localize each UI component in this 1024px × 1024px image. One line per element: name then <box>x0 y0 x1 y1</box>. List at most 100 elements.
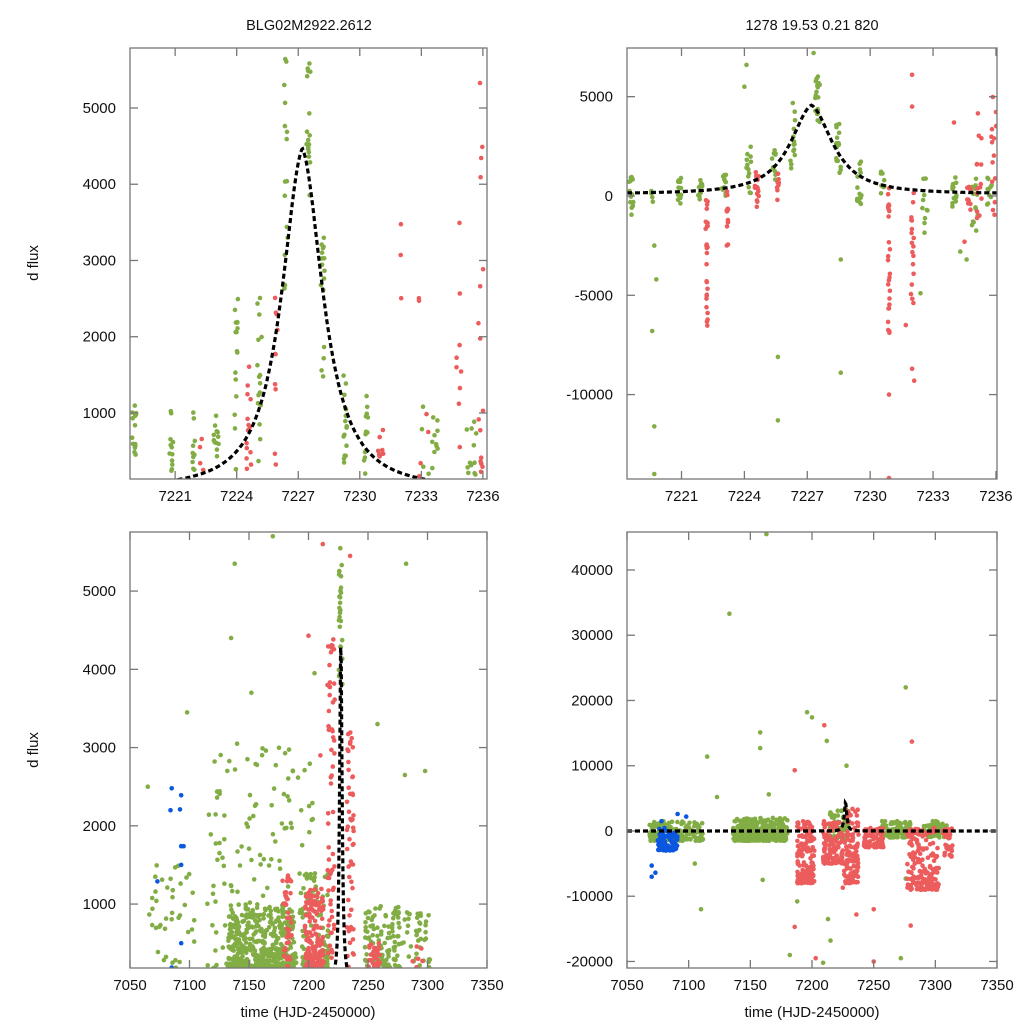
data-point <box>287 927 292 932</box>
data-point <box>704 292 710 298</box>
y-tick-label: 2000 <box>83 329 116 346</box>
data-point <box>885 253 891 259</box>
data-point <box>765 818 771 823</box>
data-point <box>969 222 975 228</box>
x-tick-label: 7200 <box>292 977 325 994</box>
data-point <box>375 721 380 727</box>
data-point <box>276 745 282 751</box>
data-point <box>331 681 337 686</box>
data-point <box>229 961 234 966</box>
data-point <box>699 820 705 826</box>
data-point <box>347 913 352 918</box>
data-point <box>276 950 282 956</box>
data-point <box>968 207 973 212</box>
data-point <box>247 941 253 947</box>
data-point <box>992 199 997 205</box>
data-point <box>243 950 249 956</box>
data-point <box>236 946 241 951</box>
data-point <box>239 844 244 849</box>
data-point <box>415 956 421 962</box>
data-point <box>698 907 704 912</box>
data-point <box>235 849 240 854</box>
data-point <box>212 440 217 445</box>
data-point <box>898 955 904 961</box>
data-point <box>373 906 378 911</box>
x-tick-label: 7227 <box>282 488 315 505</box>
data-point <box>319 916 325 921</box>
data-point <box>315 894 320 900</box>
data-point <box>770 815 776 821</box>
data-point <box>384 957 389 963</box>
data-point <box>233 377 238 382</box>
data-point <box>973 176 979 182</box>
data-point <box>373 945 378 951</box>
data-point <box>808 856 813 861</box>
data-point <box>842 840 847 845</box>
data-point <box>325 875 330 881</box>
x-tick-label: 7224 <box>728 488 761 505</box>
data-points <box>145 534 433 968</box>
data-point <box>304 129 310 134</box>
data-point <box>177 913 183 918</box>
data-point <box>918 291 923 296</box>
data-point <box>350 745 356 750</box>
series-green <box>627 50 994 477</box>
data-point <box>417 920 422 925</box>
data-point <box>282 193 288 199</box>
data-point <box>177 807 183 812</box>
data-point <box>839 808 844 814</box>
data-point <box>935 845 940 851</box>
data-point <box>929 871 935 876</box>
data-point <box>284 178 290 184</box>
data-point <box>673 846 679 851</box>
data-point <box>147 912 152 917</box>
panel-bottom-right: 7050 7100 7150 7200 7250 7300 7350 -20000 -10000… <box>566 531 1014 994</box>
data-point <box>245 923 251 928</box>
data-point <box>371 926 377 932</box>
data-point <box>290 924 295 930</box>
data-point <box>404 930 410 935</box>
data-point <box>789 162 794 167</box>
data-point <box>228 935 233 940</box>
data-point <box>909 870 914 875</box>
data-point <box>248 450 253 455</box>
data-point <box>949 846 954 852</box>
data-point <box>240 943 245 948</box>
data-point <box>308 952 313 958</box>
data-point <box>285 873 291 878</box>
data-point <box>386 930 392 936</box>
data-point <box>249 936 255 942</box>
data-point <box>336 568 342 574</box>
data-point <box>232 963 238 968</box>
data-point <box>774 185 780 190</box>
data-point <box>909 230 914 236</box>
data-point <box>850 806 855 812</box>
data-point <box>676 185 681 190</box>
data-point <box>907 823 912 828</box>
data-point <box>857 191 862 197</box>
data-point <box>838 257 844 262</box>
data-point <box>925 823 931 828</box>
data-point <box>245 391 250 397</box>
data-point <box>853 859 858 864</box>
data-point <box>758 817 764 823</box>
data-point <box>414 915 420 920</box>
data-point <box>326 724 332 730</box>
data-point <box>398 252 404 258</box>
data-point <box>647 832 652 838</box>
y-tick-label: 20000 <box>571 692 613 709</box>
data-point <box>405 923 411 929</box>
data-point <box>331 926 337 932</box>
data-point <box>683 814 689 819</box>
data-point <box>239 950 244 955</box>
data-point <box>206 812 212 817</box>
data-point <box>885 319 891 325</box>
data-point <box>809 715 815 720</box>
data-point <box>469 426 474 431</box>
data-point <box>170 439 176 445</box>
data-point <box>260 940 266 945</box>
data-point <box>345 747 350 752</box>
data-point <box>853 809 858 814</box>
data-point <box>256 458 261 464</box>
data-point <box>265 947 271 952</box>
